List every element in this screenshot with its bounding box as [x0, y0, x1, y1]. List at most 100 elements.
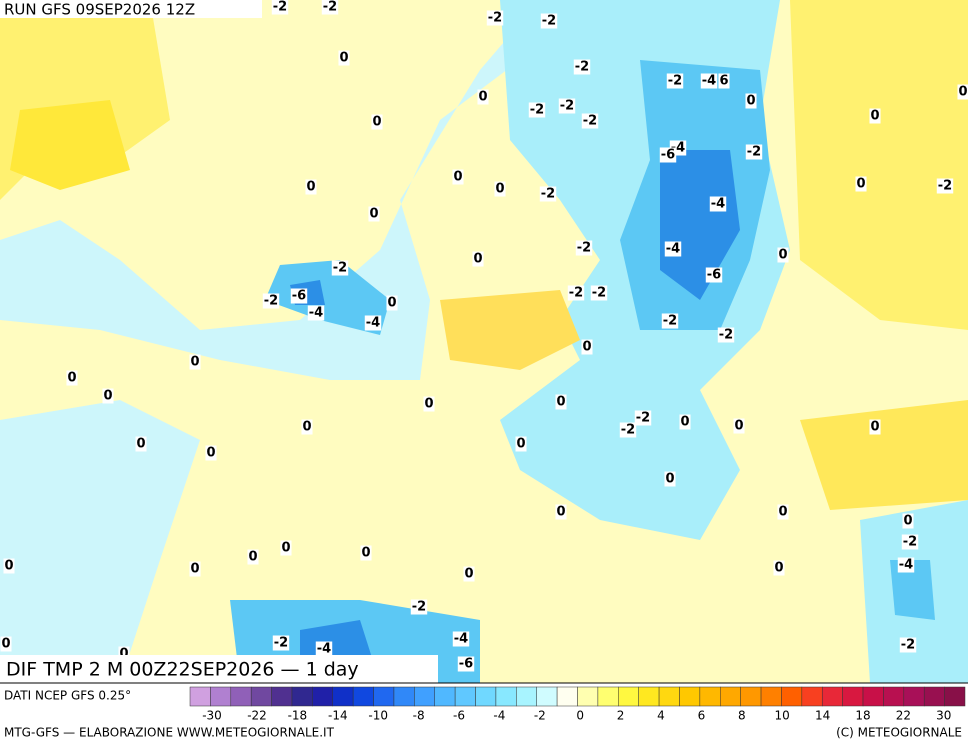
colorbar-swatch [638, 686, 660, 707]
contour-label: -2 [592, 286, 606, 301]
label-bg [705, 267, 723, 283]
contour-label: -6 [459, 657, 473, 672]
map-fields [0, 0, 968, 683]
contour-label: -2 [530, 103, 544, 118]
label-bg [777, 504, 789, 520]
label-bg [717, 327, 735, 343]
label-bg [528, 102, 546, 118]
colorbar-swatch [679, 686, 701, 707]
contour-label: 0 [306, 180, 315, 195]
map-caption: DIF TMP 2 M 00Z22SEP2026 — 1 day [6, 659, 359, 681]
colorbar-swatch [414, 686, 435, 707]
label-bg [855, 176, 867, 192]
colorbar-tick-label: 18 [855, 709, 870, 723]
contour-label: 0 [734, 419, 743, 434]
label-bg [331, 260, 349, 276]
contour-label: 0 [464, 567, 473, 582]
contour-label: 0 [369, 207, 378, 222]
contour-label: -6 [661, 148, 675, 163]
label-bg [745, 144, 763, 160]
colorbar-tick-label: 6 [698, 709, 706, 723]
colorbar-tick-label: 0 [576, 709, 584, 723]
colorbar-swatch [352, 686, 374, 707]
colorbar-tick-label: 2 [617, 709, 625, 723]
label-bg [360, 545, 372, 561]
label-bg [371, 114, 383, 130]
label-bg [899, 637, 917, 653]
label-bg [581, 339, 593, 355]
contour-label: 0 [1, 637, 10, 652]
label-bg [290, 288, 308, 304]
colorbar-swatch [862, 686, 884, 707]
contour-label: 0 [870, 420, 879, 435]
label-bg [664, 241, 682, 257]
colorbar-swatch [720, 686, 741, 707]
label-bg [247, 549, 259, 565]
label-bg [423, 396, 435, 412]
run-title: RUN GFS 09SEP2026 12Z [4, 1, 195, 19]
colorbar-tick-label: 22 [896, 709, 911, 723]
contour-label: -2 [412, 600, 426, 615]
colorbar-swatch [618, 686, 639, 707]
contour-label: -2 [488, 11, 502, 26]
label-bg [457, 656, 475, 672]
contour-label: 0 [478, 90, 487, 105]
colorbar-swatch [312, 686, 334, 707]
label-bg [452, 631, 470, 647]
contour-label: 0 [302, 420, 311, 435]
label-bg [410, 599, 428, 615]
label-bg [555, 394, 567, 410]
contour-label: -4 [454, 632, 468, 647]
credit-left: MTG-GFS — ELABORAZIONE WWW.METEOGIORNALE… [4, 726, 335, 740]
label-bg [558, 98, 576, 114]
colorbar-swatch [944, 686, 966, 707]
contour-label: -2 [903, 535, 917, 550]
colorbar-swatch [475, 686, 497, 707]
label-bg [573, 59, 591, 75]
contour-label: 0 [903, 514, 912, 529]
contour-label: 0 [4, 559, 13, 574]
label-bg [679, 414, 691, 430]
title-box [0, 0, 262, 18]
contour-label: 0 [556, 505, 565, 520]
colorbar-swatch [740, 686, 762, 707]
contour-label: -4 [309, 306, 323, 321]
contour-label: 0 [248, 550, 257, 565]
contour-label: 0 [778, 248, 787, 263]
label-bg [869, 419, 881, 435]
colorbar-swatch [291, 686, 313, 707]
contour-label: -4 [317, 642, 331, 657]
label-bg [386, 295, 398, 311]
label-bg [452, 169, 464, 185]
label-bg [463, 566, 475, 582]
contour-label: -2 [542, 14, 556, 29]
contour-label: -2 [938, 179, 952, 194]
contour-label: -4 [702, 74, 716, 89]
label-bg [539, 186, 557, 202]
contour-label: 0 [136, 437, 145, 452]
contour-label: -4 [899, 558, 913, 573]
colorbar-swatch [271, 686, 293, 707]
source-text: DATI NCEP GFS 0.25° [4, 689, 131, 703]
contour-label: -2 [719, 328, 733, 343]
label-bg [205, 445, 217, 461]
contour-label: 0 [372, 115, 381, 130]
colorbar-tick-label: 30 [936, 709, 951, 723]
contour-label: 0 [206, 446, 215, 461]
contour-label: 0 [495, 182, 504, 197]
colorbar-tick-label: -10 [368, 709, 388, 723]
colorbar-swatch [556, 686, 578, 707]
contour-label: -2 [569, 286, 583, 301]
label-bg [305, 179, 317, 195]
label-bg [869, 108, 881, 124]
label-bg [135, 436, 147, 452]
label-bg [315, 641, 333, 657]
contour-label: -2 [583, 114, 597, 129]
contour-label: 6 [719, 74, 728, 89]
colorbar-tick-label: 14 [815, 709, 830, 723]
caption-box [0, 655, 438, 683]
label-bg [957, 84, 968, 100]
contour-label: 0 [473, 252, 482, 267]
label-bg [718, 73, 730, 89]
